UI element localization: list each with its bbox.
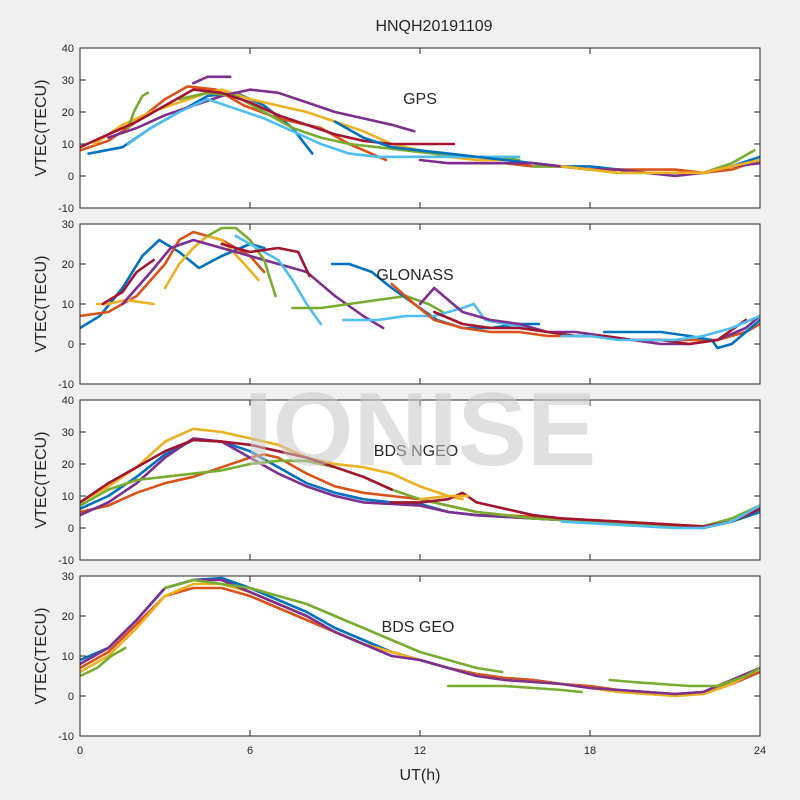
panel-label: GPS <box>403 91 437 108</box>
y-tick-label: 10 <box>62 651 74 663</box>
series-line-14 <box>560 158 760 175</box>
panel-label: BDS NGEO <box>374 443 458 460</box>
series-line-9 <box>80 88 456 149</box>
plot-area <box>80 576 760 736</box>
x-tick-label: 12 <box>414 745 426 757</box>
panel-label: BDS GEO <box>382 619 455 636</box>
x-tick-label: 24 <box>754 745 766 757</box>
x-tick-label: 6 <box>247 745 253 757</box>
y-tick-label: 30 <box>62 571 74 583</box>
y-axis-label: VTEC(TECU) <box>33 608 50 705</box>
series-group <box>80 576 760 698</box>
series-line-10 <box>291 294 444 314</box>
panel-gps: -10 0 10 20 30 40 VTEC(TECU) GPS <box>33 43 761 215</box>
series-line-5 <box>80 646 127 678</box>
series-line-17 <box>560 314 760 342</box>
y-axis-label: VTEC(TECU) <box>33 432 50 529</box>
series-line-6 <box>126 91 150 130</box>
figure-title: HNQH20191109 <box>375 18 492 35</box>
y-tick-label: 30 <box>62 219 74 231</box>
series-line-6 <box>163 578 504 674</box>
y-tick-label: 20 <box>62 611 74 623</box>
y-tick-label: 30 <box>62 75 74 87</box>
series-line-5 <box>121 238 385 330</box>
series-line-8 <box>101 258 155 306</box>
y-tick-label: 40 <box>62 395 74 407</box>
series-group <box>80 226 760 350</box>
y-tick-label: 30 <box>62 427 74 439</box>
series-line-4 <box>192 75 232 85</box>
series-line-8 <box>418 494 470 501</box>
y-axis-label: VTEC(TECU) <box>33 256 50 353</box>
y-tick-label: 20 <box>62 107 74 119</box>
panel-label: GLONASS <box>376 267 453 284</box>
y-tick-label: 0 <box>68 523 74 535</box>
y-tick-label: 10 <box>62 299 74 311</box>
x-tick-label: 0 <box>77 745 83 757</box>
y-axis-label: VTEC(TECU) <box>33 80 50 177</box>
y-tick-label: -10 <box>58 731 74 743</box>
watermark-text: IONISE <box>244 372 597 488</box>
x-axis-label: UT(h) <box>400 767 441 784</box>
plot-area <box>80 48 760 208</box>
y-tick-label: 20 <box>62 459 74 471</box>
y-tick-label: -10 <box>58 555 74 567</box>
x-tick-label: 18 <box>584 745 596 757</box>
series-line-7 <box>447 684 583 694</box>
y-tick-label: 10 <box>62 491 74 503</box>
y-tick-label: -10 <box>58 379 74 391</box>
plot-area <box>80 400 760 560</box>
y-tick-label: 0 <box>68 691 74 703</box>
series-line-15 <box>602 318 760 350</box>
series-line-12 <box>342 302 535 330</box>
panel-glonass: -10 0 10 20 30 VTEC(TECU) GLONASS <box>33 219 761 391</box>
series-line-9 <box>560 504 760 530</box>
y-tick-label: 40 <box>62 43 74 55</box>
series-line-9 <box>220 242 311 278</box>
series-line-6 <box>80 438 393 504</box>
series-line-5 <box>107 88 416 139</box>
y-tick-label: -10 <box>58 203 74 215</box>
series-line-3 <box>80 427 464 504</box>
series-group <box>80 427 760 530</box>
y-tick-label: 0 <box>68 339 74 351</box>
y-tick-label: 20 <box>62 259 74 271</box>
series-line-6 <box>206 226 277 298</box>
y-tick-label: 10 <box>62 139 74 151</box>
panel-bds-ngeo: -10 0 10 20 30 40 VTEC(TECU) BDS NGEO <box>33 395 761 567</box>
series-line-8 <box>126 97 521 159</box>
y-tick-label: 0 <box>68 171 74 183</box>
series-group <box>80 75 760 178</box>
series-line-8 <box>608 666 760 688</box>
